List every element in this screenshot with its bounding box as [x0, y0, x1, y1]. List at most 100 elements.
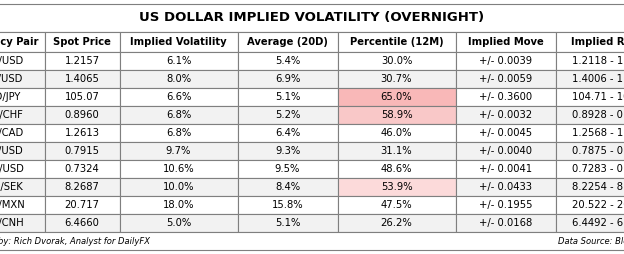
Bar [238, 88, 338, 106]
Text: 1.2118 - 1.2196: 1.2118 - 1.2196 [572, 56, 624, 66]
Bar [44, 160, 120, 178]
Text: USD/JPY: USD/JPY [0, 92, 20, 102]
Text: 6.8%: 6.8% [166, 128, 191, 138]
Bar [44, 88, 120, 106]
Bar [456, 88, 555, 106]
Text: Data Source: Bloomberg: Data Source: Bloomberg [558, 236, 624, 246]
Text: USD/CHF: USD/CHF [0, 110, 23, 120]
Text: +/- 0.0040: +/- 0.0040 [479, 146, 532, 156]
Bar [338, 214, 456, 232]
Text: +/- 0.0041: +/- 0.0041 [479, 164, 532, 174]
Text: 20.717: 20.717 [64, 200, 99, 210]
Bar [44, 106, 120, 124]
Text: Implied Volatility: Implied Volatility [130, 37, 227, 47]
Bar [120, 196, 238, 214]
Bar [456, 142, 555, 160]
Text: 6.9%: 6.9% [275, 74, 300, 84]
Bar [120, 88, 238, 106]
Bar [555, 106, 624, 124]
Text: 5.2%: 5.2% [275, 110, 300, 120]
Bar [120, 52, 238, 70]
Text: 9.5%: 9.5% [275, 164, 300, 174]
Bar [338, 196, 456, 214]
Bar [238, 106, 338, 124]
Bar [555, 124, 624, 142]
Bar [44, 52, 120, 70]
Text: 104.71 - 105.43: 104.71 - 105.43 [572, 92, 624, 102]
Bar [0, 88, 44, 106]
Bar [0, 106, 44, 124]
Text: 8.2254 - 8.3120: 8.2254 - 8.3120 [572, 182, 624, 192]
Text: 8.2687: 8.2687 [64, 182, 99, 192]
Text: 6.1%: 6.1% [166, 56, 191, 66]
Text: 18.0%: 18.0% [163, 200, 194, 210]
Text: Implied Range: Implied Range [571, 37, 624, 47]
Bar [238, 160, 338, 178]
Text: 20.522 - 20.913: 20.522 - 20.913 [572, 200, 624, 210]
Text: USD/MXN: USD/MXN [0, 200, 24, 210]
Bar [338, 124, 456, 142]
Bar [338, 88, 456, 106]
Bar [0, 160, 44, 178]
Bar [44, 142, 120, 160]
Bar [44, 196, 120, 214]
Text: 5.1%: 5.1% [275, 218, 300, 228]
Text: 6.6%: 6.6% [166, 92, 191, 102]
Text: 8.4%: 8.4% [275, 182, 300, 192]
Text: 9.7%: 9.7% [166, 146, 191, 156]
Text: NZD/USD: NZD/USD [0, 164, 24, 174]
Bar [456, 32, 555, 52]
Text: 10.6%: 10.6% [163, 164, 194, 174]
Bar [0, 52, 44, 70]
Text: GBP/USD: GBP/USD [0, 74, 23, 84]
Bar [456, 178, 555, 196]
Bar [0, 70, 44, 88]
Bar [456, 52, 555, 70]
Text: +/- 0.0045: +/- 0.0045 [479, 128, 532, 138]
Text: 6.4492 - 6.4828: 6.4492 - 6.4828 [572, 218, 624, 228]
Text: 0.8928 - 0.8992: 0.8928 - 0.8992 [572, 110, 624, 120]
Bar [120, 32, 238, 52]
Bar [338, 178, 456, 196]
Text: 1.4006 - 1.4124: 1.4006 - 1.4124 [572, 74, 624, 84]
Text: +/- 0.0059: +/- 0.0059 [479, 74, 532, 84]
Bar [555, 32, 624, 52]
Text: 58.9%: 58.9% [381, 110, 412, 120]
Text: 1.2568 - 1.2658: 1.2568 - 1.2658 [572, 128, 624, 138]
Text: 10.0%: 10.0% [163, 182, 194, 192]
Text: 9.3%: 9.3% [275, 146, 300, 156]
Text: AUD/USD: AUD/USD [0, 146, 24, 156]
Bar [555, 178, 624, 196]
Text: +/- 0.0433: +/- 0.0433 [479, 182, 532, 192]
Bar [120, 106, 238, 124]
Bar [238, 32, 338, 52]
Text: 5.1%: 5.1% [275, 92, 300, 102]
Bar [456, 124, 555, 142]
Bar [0, 4, 624, 32]
Text: 30.0%: 30.0% [381, 56, 412, 66]
Bar [120, 160, 238, 178]
Text: 30.7%: 30.7% [381, 74, 412, 84]
Bar [456, 214, 555, 232]
Text: USD/CAD: USD/CAD [0, 128, 24, 138]
Text: Spot Price: Spot Price [53, 37, 111, 47]
Text: +/- 0.0039: +/- 0.0039 [479, 56, 532, 66]
Bar [555, 52, 624, 70]
Bar [238, 70, 338, 88]
Bar [44, 124, 120, 142]
Bar [456, 106, 555, 124]
Bar [44, 32, 120, 52]
Text: 8.0%: 8.0% [166, 74, 191, 84]
Bar [0, 232, 624, 250]
Bar [0, 178, 44, 196]
Text: USD/CNH: USD/CNH [0, 218, 24, 228]
Bar [238, 52, 338, 70]
Bar [338, 160, 456, 178]
Text: 47.5%: 47.5% [381, 200, 412, 210]
Bar [0, 196, 44, 214]
Bar [338, 70, 456, 88]
Text: Created by: Rich Dvorak, Analyst for DailyFX: Created by: Rich Dvorak, Analyst for Dai… [0, 236, 150, 246]
Text: 0.7915: 0.7915 [64, 146, 99, 156]
Text: 53.9%: 53.9% [381, 182, 412, 192]
Text: +/- 0.0032: +/- 0.0032 [479, 110, 532, 120]
